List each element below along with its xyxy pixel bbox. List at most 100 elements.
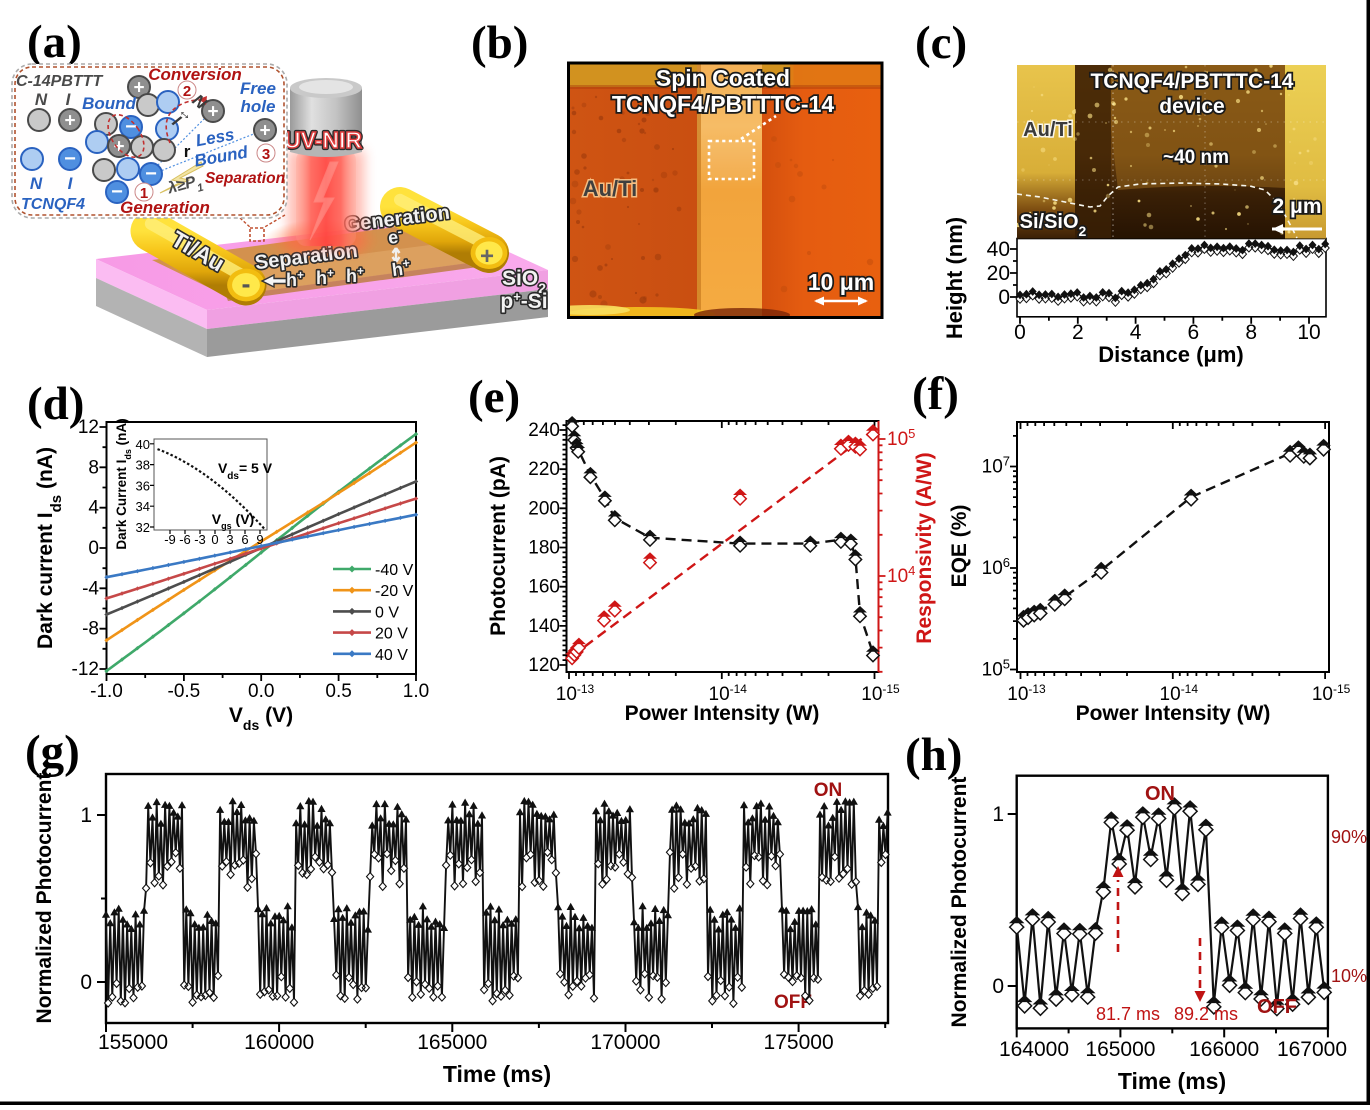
svg-text:0: 0	[1014, 321, 1026, 344]
svg-text:140: 140	[528, 616, 560, 637]
svg-text:−: −	[125, 116, 137, 138]
svg-text:ON: ON	[814, 780, 843, 801]
svg-text:160000: 160000	[244, 1031, 314, 1054]
svg-text:(b): (b)	[471, 17, 528, 69]
svg-text:38: 38	[136, 458, 150, 473]
svg-text:220: 220	[528, 459, 560, 480]
svg-text:0: 0	[992, 975, 1004, 998]
svg-text:175000: 175000	[764, 1031, 834, 1054]
svg-text:8: 8	[88, 457, 99, 478]
svg-text:Distance (μm): Distance (μm)	[1098, 342, 1244, 367]
svg-text:180: 180	[528, 538, 560, 559]
svg-text:0: 0	[80, 971, 92, 994]
svg-text:+: +	[259, 121, 270, 142]
svg-text:(a): (a)	[27, 16, 82, 68]
svg-text:Generation: Generation	[120, 198, 210, 217]
svg-text:0: 0	[88, 538, 99, 559]
svg-text:-3: -3	[194, 532, 206, 547]
svg-text:4: 4	[88, 498, 99, 519]
svg-text:167000: 167000	[1277, 1038, 1347, 1061]
svg-text:(g): (g)	[25, 726, 80, 778]
svg-text:+: +	[64, 111, 75, 132]
svg-text:155000: 155000	[98, 1031, 168, 1054]
svg-text:10: 10	[1297, 321, 1320, 344]
svg-text:166000: 166000	[1189, 1038, 1259, 1061]
svg-text:2: 2	[183, 83, 191, 100]
svg-text:Time (ms): Time (ms)	[1118, 1068, 1226, 1094]
svg-text:40: 40	[987, 238, 1010, 261]
svg-text:-6: -6	[179, 532, 191, 547]
svg-text:12: 12	[78, 417, 99, 438]
svg-text:r: r	[184, 142, 191, 161]
svg-text:10%: 10%	[1331, 966, 1367, 986]
svg-text:p+-Si: p+-Si	[500, 289, 547, 314]
svg-text:Height (nm): Height (nm)	[942, 217, 967, 339]
svg-text:Normalized Photocurrent: Normalized Photocurrent	[33, 773, 56, 1024]
svg-text:hole: hole	[241, 97, 276, 116]
svg-text:TCNQF4: TCNQF4	[21, 196, 85, 213]
svg-text:−: −	[145, 163, 157, 185]
svg-text:~40 nm: ~40 nm	[1163, 147, 1229, 168]
svg-text:3: 3	[226, 532, 233, 547]
svg-text:164000: 164000	[999, 1038, 1069, 1061]
svg-text:0: 0	[211, 532, 218, 547]
svg-text:Au/Ti: Au/Ti	[1023, 119, 1073, 141]
svg-text:+: +	[207, 102, 218, 123]
svg-text:Time (ms): Time (ms)	[443, 1061, 551, 1087]
svg-text:89.2 ms: 89.2 ms	[1174, 1004, 1238, 1024]
svg-text:(e): (e)	[468, 371, 520, 423]
svg-text:10 μm: 10 μm	[808, 269, 875, 295]
svg-text:165000: 165000	[417, 1031, 487, 1054]
svg-text:N: N	[35, 90, 48, 109]
svg-text:+: +	[113, 137, 124, 158]
svg-text:9: 9	[256, 532, 263, 547]
svg-text:ON: ON	[1145, 783, 1175, 805]
svg-text:N: N	[30, 174, 43, 193]
svg-text:UV-NIR: UV-NIR	[284, 127, 362, 153]
svg-text:-: -	[242, 269, 251, 299]
svg-text:Responsivity (A/W): Responsivity (A/W)	[913, 452, 936, 643]
svg-text:device: device	[1159, 95, 1224, 118]
svg-text:−: −	[64, 148, 76, 170]
svg-text:40: 40	[136, 437, 150, 452]
svg-text:-4: -4	[82, 578, 99, 599]
svg-text:6: 6	[241, 532, 248, 547]
svg-text:32: 32	[136, 520, 150, 535]
svg-text:0 V: 0 V	[375, 604, 399, 621]
svg-text:36: 36	[136, 478, 150, 493]
svg-text:0: 0	[998, 286, 1010, 309]
svg-text:240: 240	[528, 420, 560, 441]
svg-text:Power Intensity (W): Power Intensity (W)	[1076, 702, 1271, 725]
svg-text:165000: 165000	[1085, 1038, 1155, 1061]
svg-text:(h): (h)	[905, 729, 962, 781]
svg-text:20 V: 20 V	[375, 626, 408, 643]
svg-text:3: 3	[262, 146, 270, 163]
svg-text:81.7 ms: 81.7 ms	[1096, 1004, 1160, 1024]
svg-text:Separation: Separation	[205, 170, 285, 187]
svg-text:(d): (d)	[27, 378, 84, 430]
svg-text:6: 6	[1188, 321, 1200, 344]
svg-text:+: +	[480, 243, 494, 270]
svg-text:-40 V: -40 V	[375, 562, 414, 579]
svg-text:0.5: 0.5	[325, 681, 351, 702]
svg-text:Spin Coated: Spin Coated	[656, 65, 790, 91]
svg-text:1: 1	[992, 803, 1004, 826]
svg-text:170000: 170000	[590, 1031, 660, 1054]
svg-text:-12: -12	[72, 659, 99, 680]
svg-text:TCNQF4/PBTTTC-14: TCNQF4/PBTTTC-14	[612, 91, 835, 117]
svg-text:Au/Ti: Au/Ti	[583, 176, 638, 201]
svg-text:160: 160	[528, 577, 560, 598]
svg-text:TCNQF4/PBTTTC-14: TCNQF4/PBTTTC-14	[1090, 70, 1293, 93]
svg-text:C-14PBTTT: C-14PBTTT	[16, 73, 103, 90]
svg-text:20: 20	[987, 262, 1010, 285]
svg-text:-20 V: -20 V	[375, 583, 414, 600]
svg-text:(c): (c)	[915, 17, 967, 69]
svg-text:EQE (%): EQE (%)	[948, 505, 971, 588]
svg-text:Conversion: Conversion	[148, 65, 242, 84]
svg-text:Photocurrent (pA): Photocurrent (pA)	[487, 456, 510, 636]
svg-text:OFF: OFF	[1257, 996, 1297, 1018]
svg-text:4: 4	[1130, 321, 1142, 344]
svg-text:-8: -8	[82, 619, 99, 640]
svg-text:120: 120	[528, 655, 560, 676]
svg-text:-9: -9	[164, 532, 176, 547]
